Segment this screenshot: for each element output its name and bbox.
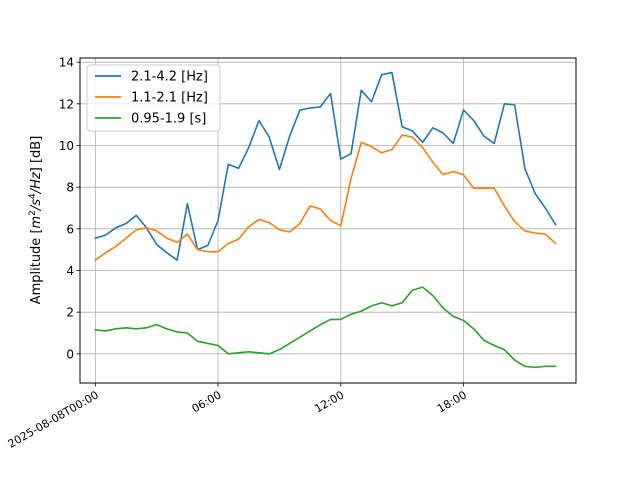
y-tick-label: 10 — [59, 139, 74, 153]
y-tick-label: 2 — [66, 306, 74, 320]
y-tick-label: 12 — [59, 97, 74, 111]
series-line — [94, 286, 557, 369]
y-axis-label: Amplitude [m2/s4/Hz] [dB] — [28, 136, 44, 305]
legend-entry-label: 0.95-1.9 [s] — [131, 112, 206, 127]
y-axis: 0 2 4 6 8 10 12 14 — [59, 56, 80, 361]
series-line — [94, 71, 557, 261]
legend-box — [86, 64, 221, 132]
series-line — [94, 134, 557, 262]
y-tick-label: 6 — [66, 222, 74, 236]
y-tick-label: 8 — [66, 181, 74, 195]
y-tick-label: 0 — [66, 347, 74, 361]
y-tick-label: 14 — [59, 56, 74, 70]
legend-entry-label: 1.1-2.1 [Hz] — [131, 91, 208, 106]
plot-frame — [79, 57, 577, 384]
legend-entry-label: 2.1-4.2 [Hz] — [131, 70, 208, 85]
legend: 2.1-4.2 [Hz] 1.1-2.1 [Hz] 0.95-1.9 [s] — [86, 64, 221, 132]
series-group — [94, 71, 557, 369]
y-tick-label: 4 — [66, 264, 74, 278]
